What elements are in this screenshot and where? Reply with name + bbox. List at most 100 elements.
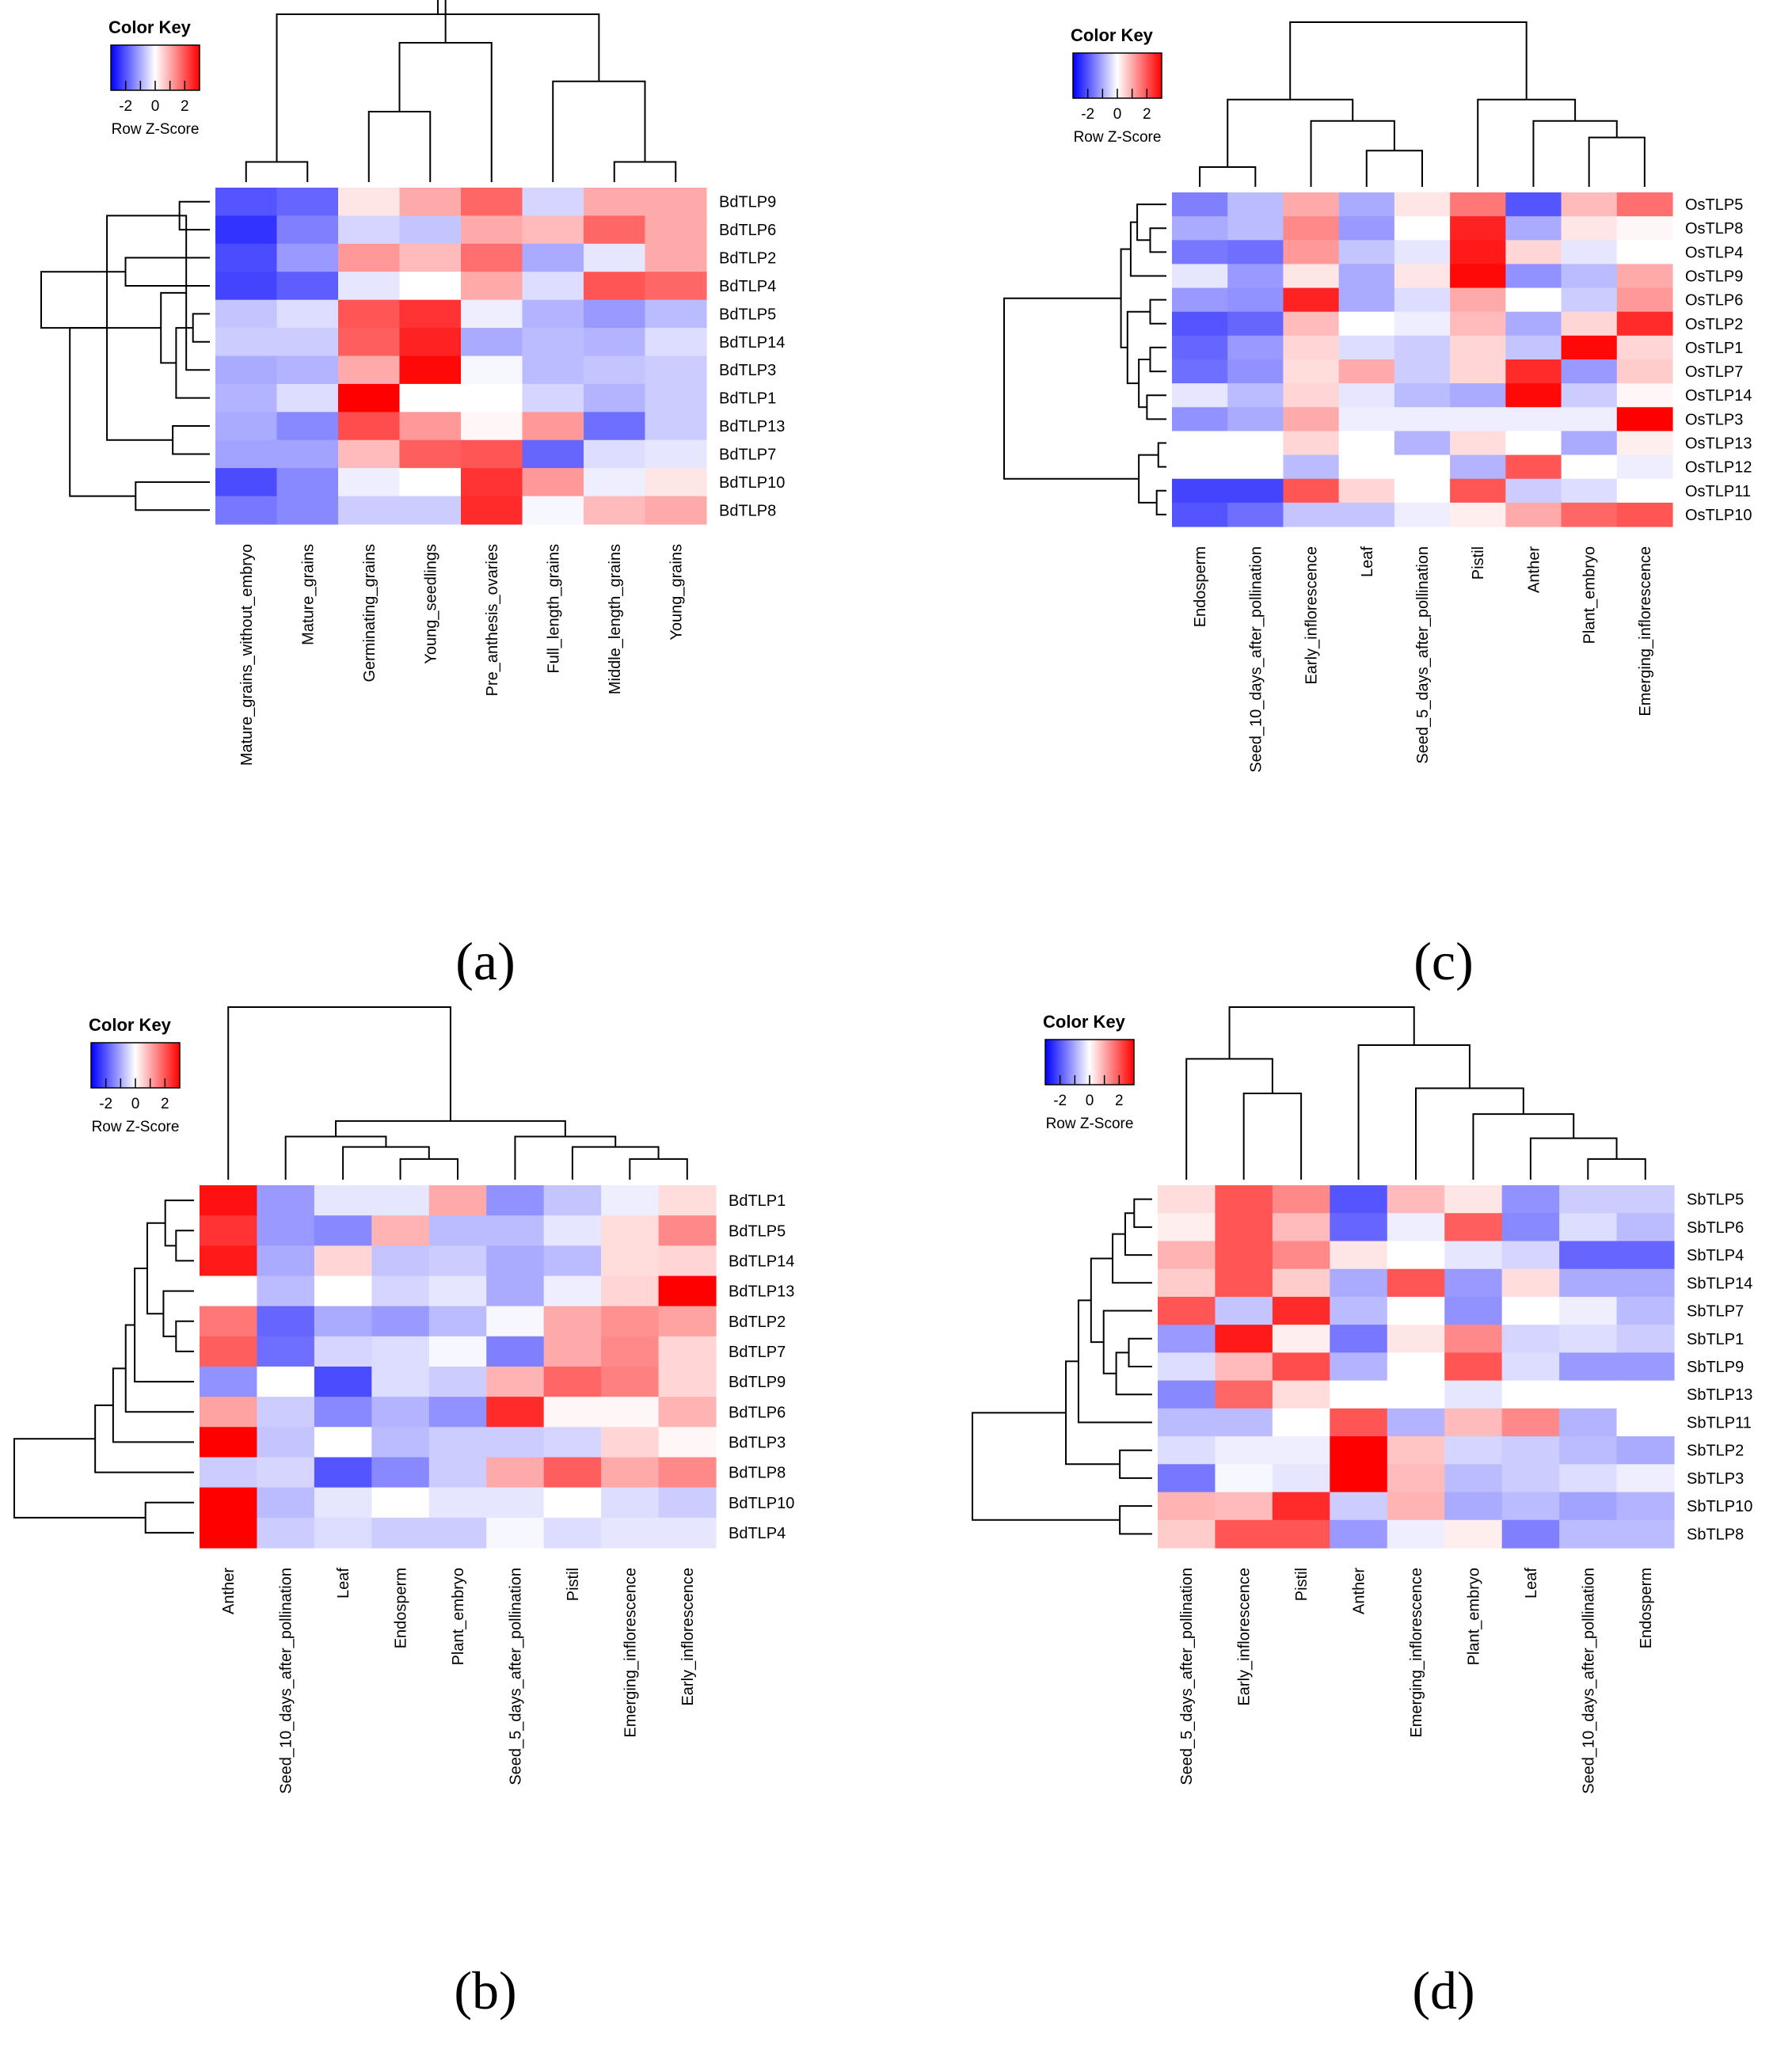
heatmap-cell-BdTLP1-Anther	[200, 1185, 258, 1216]
row-label-BdTLP6: BdTLP6	[719, 222, 776, 239]
heatmap-cell-BdTLP14-Germinating_grains	[338, 328, 401, 357]
heatmap-cell-BdTLP5-Early_inflorescence	[658, 1215, 717, 1246]
heatmap-panel-d: SbTLP5 SbTLP6 SbTLP4 SbTLP14 SbTLP7 SbTLP1 SbT…	[972, 1006, 1752, 1794]
heatmap-cell-BdTLP6-Endosperm	[371, 1397, 430, 1428]
heatmap-cell-BdTLP13-Mature_grains	[276, 412, 339, 441]
heatmap-cell-BdTLP9-Endosperm	[371, 1367, 430, 1397]
heatmap-cell-OsTLP14-Seed_10_days_after_pollination	[1227, 383, 1284, 408]
heatmap-cell-SbTLP7-Early_inflorescence	[1215, 1296, 1273, 1325]
row-dendrogram-branch	[175, 1320, 194, 1352]
heatmap-cell-BdTLP3-Endosperm	[371, 1427, 430, 1458]
row-label-BdTLP8: BdTLP8	[719, 502, 776, 519]
heatmap-cell-BdTLP10-Seed_10_days_after_pollination	[257, 1487, 315, 1519]
heatmap-cell-SbTLP9-Leaf	[1501, 1352, 1560, 1382]
heatmap-cell-OsTLP12-Anther	[1505, 454, 1562, 480]
row-dendrogram-branch	[1157, 442, 1166, 468]
row-label-BdTLP2: BdTLP2	[729, 1314, 786, 1331]
color-key-tick-label: 0	[1086, 1093, 1094, 1109]
heatmap-cell-SbTLP3-Plant_embryo	[1444, 1464, 1503, 1493]
heatmap-cell-BdTLP7-Middle_length_grains	[584, 439, 646, 469]
heatmap-cell-SbTLP11-Plant_embryo	[1444, 1408, 1503, 1437]
col-label-Mature_grains: Mature_grains	[299, 544, 317, 645]
heatmap-cell-BdTLP1-Germinating_grains	[338, 383, 401, 413]
row-dendrogram-branch	[1090, 1257, 1113, 1344]
heatmap-cell-OsTLP8-Seed_5_days_after_pollination	[1394, 216, 1451, 241]
heatmap-cell-OsTLP9-Seed_10_days_after_pollination	[1227, 264, 1284, 289]
heatmap-cell-SbTLP13-Early_inflorescence	[1215, 1380, 1273, 1409]
heatmap-cell-SbTLP4-Seed_10_days_after_pollination	[1559, 1241, 1618, 1270]
heatmap-cell-BdTLP1-Plant_embryo	[428, 1185, 487, 1216]
heatmap-cell-BdTLP4-Mature_grains	[276, 272, 339, 301]
heatmap-cell-SbTLP2-Pistil	[1272, 1436, 1330, 1465]
heatmap-cell-BdTLP10-Germinating_grains	[338, 468, 401, 497]
color-key-title: Color Key	[89, 1015, 172, 1035]
heatmap-cell-BdTLP7-Emerging_inflorescence	[601, 1336, 660, 1367]
heatmap-cell-BdTLP4-Anther	[200, 1517, 258, 1549]
color-key-tick-label: 2	[181, 98, 189, 115]
heatmap-cell-BdTLP4-Endosperm	[371, 1517, 430, 1549]
heatmap-cell-BdTLP1-Emerging_inflorescence	[601, 1185, 660, 1216]
heatmap-cell-OsTLP13-Early_inflorescence	[1283, 431, 1340, 456]
col-dendrogram-branch	[1365, 150, 1423, 187]
heatmap-cell-OsTLP11-Seed_10_days_after_pollination	[1227, 478, 1284, 504]
heatmap-cell-BdTLP9-Plant_embryo	[428, 1367, 487, 1397]
row-dendrogram-branch	[972, 1412, 1120, 1521]
heatmap-cell-SbTLP1-Seed_5_days_after_pollination	[1158, 1325, 1216, 1353]
heatmap-cell-SbTLP13-Seed_5_days_after_pollination	[1158, 1380, 1216, 1409]
heatmap-cell-BdTLP8-Mature_grains_without_embryo	[215, 496, 278, 525]
heatmap-cell-BdTLP4-Full_length_grains	[522, 272, 584, 301]
heatmap-cell-BdTLP8-Mature_grains	[276, 496, 339, 525]
heatmap-cell-SbTLP5-Emerging_inflorescence	[1387, 1185, 1445, 1214]
heatmap-cell-BdTLP3-Plant_embryo	[428, 1427, 487, 1458]
heatmap-cell-SbTLP5-Seed_10_days_after_pollination	[1559, 1185, 1618, 1214]
heatmap-cell-BdTLP13-Young_seedlings	[399, 412, 462, 441]
heatmap-cell-OsTLP10-Emerging_inflorescence	[1616, 502, 1673, 527]
row-label-BdTLP7: BdTLP7	[729, 1344, 786, 1361]
heatmap-cell-OsTLP12-Leaf	[1338, 454, 1395, 480]
heatmap-cell-OsTLP2-Seed_5_days_after_pollination	[1394, 311, 1451, 336]
heatmap-cell-BdTLP7-Endosperm	[371, 1336, 430, 1367]
heatmap-cell-OsTLP8-Emerging_inflorescence	[1616, 216, 1673, 241]
col-dendrogram-branch	[1587, 1158, 1646, 1180]
heatmap-cell-SbTLP8-Early_inflorescence	[1215, 1519, 1273, 1549]
heatmap-cell-OsTLP4-Seed_10_days_after_pollination	[1227, 240, 1284, 265]
col-label-Emerging_inflorescence: Emerging_inflorescence	[1637, 546, 1654, 717]
heatmap-cell-SbTLP4-Seed_5_days_after_pollination	[1158, 1241, 1216, 1270]
col-label-Seed_5_days_after_pollination: Seed_5_days_after_pollination	[1414, 546, 1432, 764]
row-label-BdTLP10: BdTLP10	[719, 474, 785, 492]
row-label-OsTLP13: OsTLP13	[1685, 435, 1752, 453]
col-label-Pistil: Pistil	[1470, 546, 1487, 580]
heatmap-cell-BdTLP3-Young_grains	[645, 355, 707, 385]
heatmap-cell-BdTLP8-Seed_5_days_after_pollination	[486, 1457, 545, 1488]
heatmap-cell-OsTLP7-Plant_embryo	[1561, 359, 1618, 384]
col-dendrogram-branch	[571, 1146, 660, 1180]
heatmap-cell-OsTLP14-Endosperm	[1172, 383, 1228, 408]
heatmap-cell-SbTLP7-Emerging_inflorescence	[1387, 1296, 1445, 1325]
heatmap-cell-SbTLP7-Leaf	[1501, 1296, 1560, 1325]
heatmap-cell-OsTLP11-Anther	[1505, 478, 1562, 504]
heatmap-cell-OsTLP2-Pistil	[1450, 311, 1506, 336]
heatmap-cell-SbTLP8-Seed_5_days_after_pollination	[1158, 1519, 1216, 1549]
color-key-tick-label: 0	[151, 98, 160, 115]
heatmap-cell-BdTLP7-Germinating_grains	[338, 439, 401, 469]
heatmap-cell-OsTLP6-Early_inflorescence	[1283, 287, 1340, 313]
heatmap-cell-SbTLP10-Seed_5_days_after_pollination	[1158, 1492, 1216, 1521]
heatmap-cell-SbTLP13-Pistil	[1272, 1380, 1330, 1409]
color-key-tick-label: 2	[1115, 1093, 1124, 1109]
heatmap-cell-BdTLP13-Seed_10_days_after_pollination	[257, 1276, 315, 1307]
heatmap-cell-BdTLP3-Leaf	[314, 1427, 372, 1458]
heatmap-cell-BdTLP13-Leaf	[314, 1276, 372, 1307]
heatmap-cell-BdTLP14-Middle_length_grains	[584, 328, 646, 357]
col-label-Seed_10_days_after_pollination: Seed_10_days_after_pollination	[278, 1568, 295, 1794]
heatmap-cell-BdTLP3-Pre_anthesis_ovaries	[461, 355, 523, 385]
heatmap-cell-BdTLP14-Pre_anthesis_ovaries	[461, 328, 523, 357]
heatmap-cell-BdTLP13-Anther	[200, 1276, 258, 1307]
heatmap-cell-OsTLP4-Seed_5_days_after_pollination	[1394, 240, 1451, 265]
heatmap-cell-BdTLP13-Germinating_grains	[338, 412, 401, 441]
heatmap-cell-OsTLP6-Emerging_inflorescence	[1616, 287, 1673, 313]
col-label-Young_grains: Young_grains	[668, 544, 685, 641]
heatmap-cell-BdTLP4-Middle_length_grains	[584, 272, 646, 301]
heatmap-cell-OsTLP14-Seed_5_days_after_pollination	[1394, 383, 1451, 408]
heatmap-cell-OsTLP3-Anther	[1505, 407, 1562, 432]
